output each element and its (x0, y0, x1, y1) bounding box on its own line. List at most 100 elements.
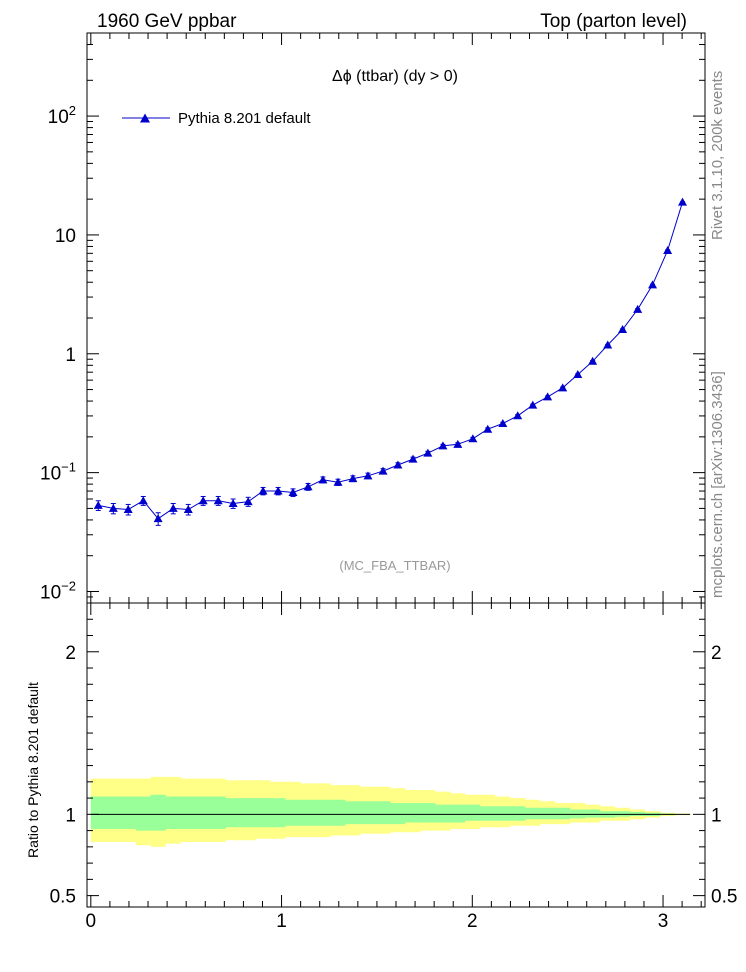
legend-marker-icon (140, 113, 150, 123)
triangle-marker (348, 474, 358, 483)
data-point (677, 197, 687, 206)
data-point (498, 419, 508, 428)
triangle-marker (93, 500, 103, 509)
data-point (183, 503, 193, 516)
triangle-marker (603, 340, 613, 349)
mcplots-label: mcplots.cern.ch [arXiv:1306.3436] (709, 371, 726, 598)
triangle-marker (378, 466, 388, 475)
ratio-y-tick-label-right: 1 (711, 805, 722, 826)
triangle-marker (138, 496, 148, 505)
data-point (318, 475, 328, 484)
y-tick-label: 102 (48, 103, 76, 128)
data-point (348, 474, 358, 483)
main-panel: Δϕ (ttbar) (dy > 0) (MC_FBA_TTBAR) 10−2 1… (40, 32, 706, 604)
data-point (228, 498, 238, 509)
triangle-marker (468, 434, 478, 443)
watermark: (MC_FBA_TTBAR) (339, 558, 450, 573)
y-tick-label: 10−2 (40, 578, 76, 603)
data-point (453, 439, 463, 448)
data-point (93, 500, 103, 512)
rivet-label: Rivet 3.1.10, 200k events (709, 71, 726, 240)
triangle-marker (648, 280, 658, 289)
triangle-marker (183, 504, 193, 513)
legend-label: Pythia 8.201 default (178, 110, 311, 127)
ratio-y-tick-label: 1 (65, 805, 76, 826)
data-point (393, 460, 403, 469)
triangle-marker (663, 246, 673, 255)
triangle-marker (318, 475, 328, 484)
triangle-marker (588, 356, 598, 365)
triangle-marker (168, 503, 178, 512)
triangle-marker (393, 460, 403, 469)
data-point (588, 356, 598, 365)
triangle-marker (528, 400, 538, 409)
data-point (573, 370, 583, 379)
triangle-marker (123, 504, 133, 513)
y-tick-label: 10 (55, 226, 76, 247)
x-tick-label: 0 (86, 911, 97, 932)
triangle-marker (363, 471, 373, 480)
triangle-marker (108, 503, 118, 512)
data-point (333, 477, 343, 486)
ratio-y-tick-label: 0.5 (50, 887, 76, 908)
data-point (513, 411, 523, 420)
triangle-marker (213, 496, 223, 505)
main-title: Δϕ (ttbar) (dy > 0) (332, 68, 458, 85)
data-point (138, 495, 148, 506)
triangle-marker (288, 488, 298, 497)
triangle-marker (453, 439, 463, 448)
triangle-marker (558, 383, 568, 392)
triangle-marker (438, 441, 448, 450)
triangle-marker (333, 477, 343, 486)
ratio-y-tick-label-right: 2 (711, 643, 722, 664)
header-right: Top (parton level) (540, 11, 687, 32)
legend: Pythia 8.201 default (122, 110, 311, 127)
triangle-marker (243, 497, 253, 506)
data-point (423, 448, 433, 457)
triangle-marker (258, 486, 268, 495)
ratio-ylabel: Ratio to Pythia 8.201 default (25, 682, 41, 858)
data-point (273, 486, 283, 496)
ratio-frame (86, 602, 706, 908)
triangle-marker (618, 324, 628, 333)
data-point (378, 466, 388, 475)
ratio-band-inner (90, 794, 691, 831)
x-tick-label: 3 (658, 911, 669, 932)
data-point (468, 434, 478, 443)
ratio-y-tick-label: 2 (65, 643, 76, 664)
triangle-marker (677, 197, 687, 206)
data-point (618, 324, 628, 333)
data-point (168, 502, 178, 515)
x-tick-label: 2 (467, 911, 478, 932)
y-tick-label: 1 (65, 345, 76, 366)
series-line (98, 202, 683, 520)
header-left: 1960 GeV ppbar (97, 11, 237, 32)
data-point (483, 424, 493, 433)
data-point (258, 486, 268, 496)
triangle-marker (498, 419, 508, 428)
triangle-marker (228, 498, 238, 507)
data-point (303, 482, 313, 491)
triangle-marker (633, 304, 643, 313)
data-point (528, 400, 538, 409)
data-point (108, 502, 118, 515)
data-point (213, 495, 223, 506)
triangle-marker (573, 370, 583, 379)
data-point (543, 392, 553, 401)
triangle-marker (273, 486, 283, 495)
triangle-marker (483, 424, 493, 433)
data-point (198, 495, 208, 506)
triangle-marker (513, 411, 523, 420)
x-tick-label: 1 (276, 911, 287, 932)
ratio-y-tick-label-right: 0.5 (711, 887, 737, 908)
triangle-marker (198, 496, 208, 505)
triangle-marker (543, 392, 553, 401)
data-point (558, 383, 568, 392)
triangle-marker (423, 448, 433, 457)
data-point (123, 503, 133, 516)
y-tick-label: 10−1 (40, 460, 76, 485)
ratio-panel: Ratio to Pythia 8.201 default 0 1 2 3 0.5 0.5… (25, 602, 737, 932)
data-point (363, 471, 373, 480)
data-point (633, 304, 643, 313)
